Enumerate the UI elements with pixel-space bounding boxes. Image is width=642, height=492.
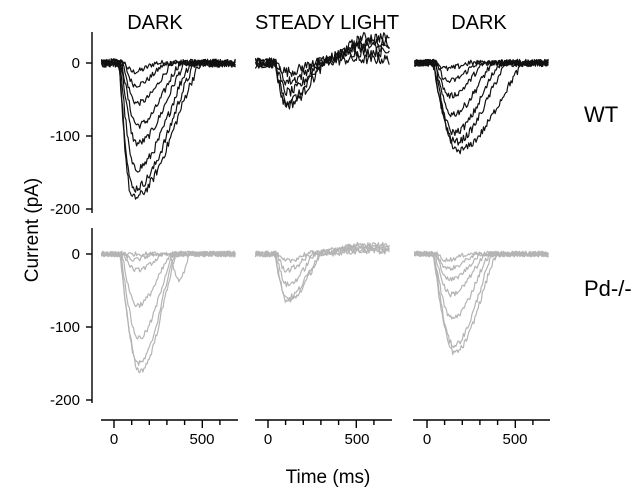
x-tick-p3-0: 0 bbox=[423, 431, 431, 448]
y-tick-wt-100: -100 bbox=[50, 128, 80, 145]
y-tick-wt-200: -200 bbox=[50, 201, 80, 218]
row-label-wt: WT bbox=[584, 102, 618, 127]
x-tick-p2-0: 0 bbox=[264, 431, 272, 448]
trace-pd-panel1-6 bbox=[101, 250, 236, 374]
y-axis-wt: 0 -100 -200 bbox=[50, 32, 93, 218]
trace-wt-panel2-4 bbox=[255, 32, 390, 110]
panel-title-dark-1: DARK bbox=[127, 12, 183, 34]
trace-wt-panel2-1 bbox=[255, 46, 390, 86]
trace-pd-panel2-1 bbox=[255, 243, 390, 273]
y-tick-pd-200: -200 bbox=[50, 392, 80, 409]
panel-title-dark-2: DARK bbox=[451, 12, 507, 34]
x-tick-marks bbox=[113, 420, 534, 428]
x-axis-panel-3: 0 500 bbox=[413, 419, 550, 448]
x-tick-p2-500: 500 bbox=[344, 431, 369, 448]
trace-wt-panel3-4 bbox=[414, 58, 549, 137]
y-tick-pd-0: 0 bbox=[72, 246, 80, 263]
x-tick-p3-500: 500 bbox=[502, 431, 527, 448]
traces bbox=[101, 32, 549, 374]
trace-pd-panel3-3 bbox=[414, 250, 549, 298]
trace-pd-panel2-4 bbox=[255, 247, 390, 303]
x-tick-p1-500: 500 bbox=[189, 431, 214, 448]
y-axis-label: Current (pA) bbox=[22, 178, 43, 283]
panel-title-steady-light: STEADY LIGHT bbox=[255, 12, 399, 34]
x-axis-label: Time (ms) bbox=[286, 467, 371, 488]
y-axis-pd: 0 -100 -200 bbox=[50, 228, 93, 409]
trace-pd-panel3-6 bbox=[414, 250, 549, 356]
x-axis-panel-1: 0 500 bbox=[101, 419, 238, 448]
x-axis-panel-2: 0 500 bbox=[255, 419, 392, 448]
y-tick-pd-100: -100 bbox=[50, 319, 80, 336]
x-tick-p1-0: 0 bbox=[110, 431, 118, 448]
trace-wt-panel1-5 bbox=[101, 58, 236, 173]
trace-wt-panel1-7 bbox=[101, 58, 236, 200]
trace-wt-panel3-6 bbox=[414, 58, 549, 155]
row-label-pd: Pd-/- bbox=[584, 276, 632, 301]
trace-pd-panel3-5 bbox=[414, 250, 549, 349]
y-tick-wt-0: 0 bbox=[72, 55, 80, 72]
